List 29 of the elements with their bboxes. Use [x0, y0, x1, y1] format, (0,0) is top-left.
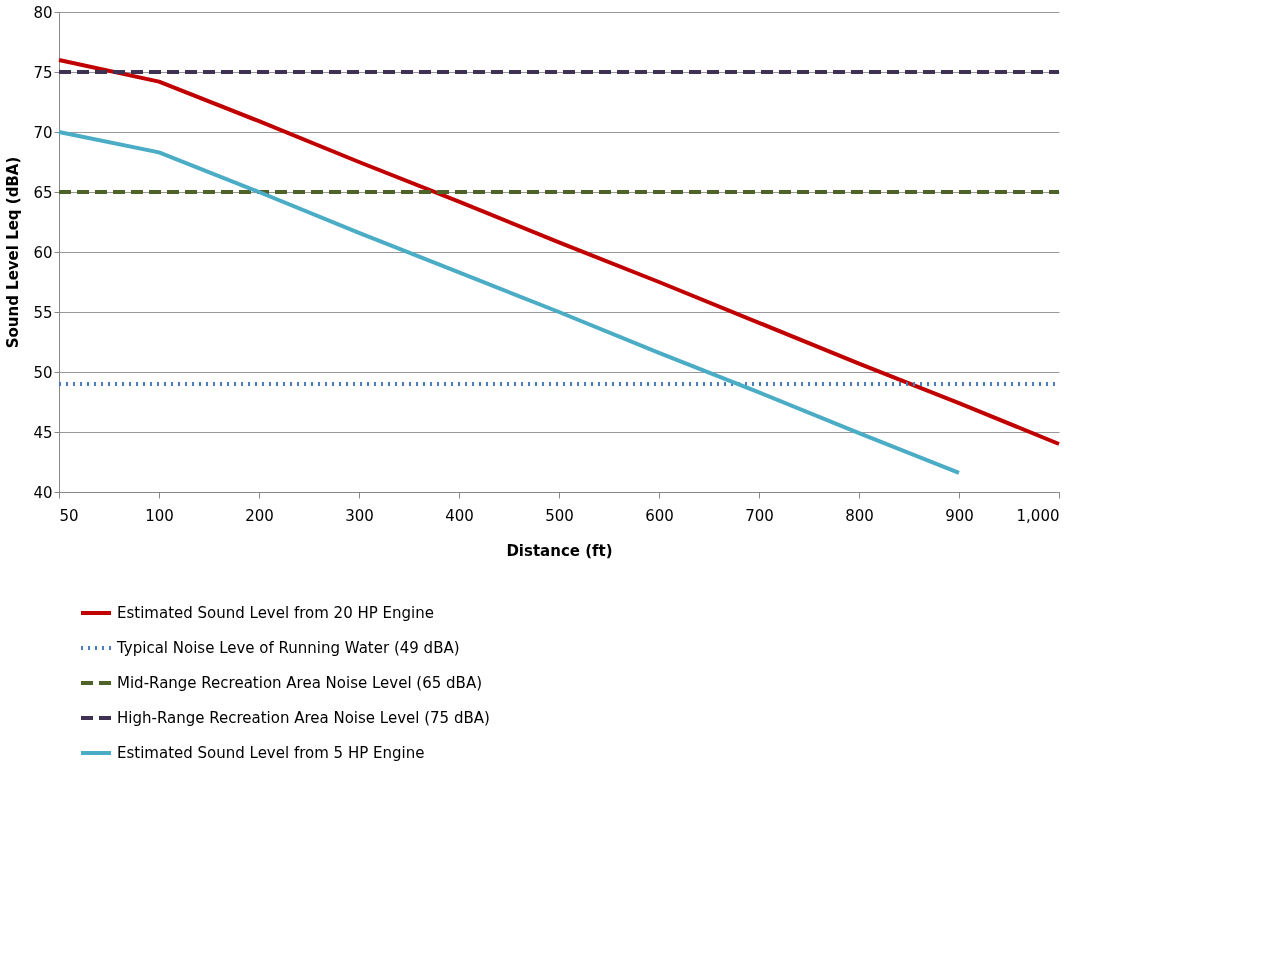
x-tick-label: 500 [545, 506, 574, 525]
legend-label: Estimated Sound Level from 5 HP Engine [117, 744, 425, 762]
legend-label: Typical Noise Leve of Running Water (49 dBA) [116, 639, 460, 657]
y-tick-label: 80 [33, 3, 53, 22]
x-axis-title: Distance (ft) [506, 541, 613, 560]
y-axis-title: Sound Level Leq (dBA) [4, 156, 23, 349]
legend-label: Mid-Range Recreation Area Noise Level (65 dBA) [117, 674, 482, 692]
x-tick-label: 700 [745, 506, 774, 525]
x-tick-label: 50 [59, 506, 79, 525]
y-tick-label: 40 [33, 483, 53, 502]
x-tick-label: 1,000 [1016, 506, 1060, 525]
y-tick-label: 55 [33, 303, 53, 322]
y-tick-label: 75 [33, 63, 53, 82]
y-tick-label: 70 [33, 123, 53, 142]
y-tick-label: 65 [33, 183, 53, 202]
legend-label: Estimated Sound Level from 20 HP Engine [117, 604, 434, 622]
x-tick-label: 100 [145, 506, 174, 525]
y-tick-label: 50 [33, 363, 53, 382]
x-tick-label: 800 [845, 506, 874, 525]
x-tick-label: 600 [645, 506, 674, 525]
y-tick-label: 45 [33, 423, 53, 442]
y-tick-label: 60 [33, 243, 53, 262]
x-tick-label: 300 [345, 506, 374, 525]
x-tick-label: 200 [245, 506, 274, 525]
x-tick-label: 400 [445, 506, 474, 525]
line-series [57, 58, 1061, 446]
line-series [57, 130, 961, 475]
legend-label: High-Range Recreation Area Noise Level (75 dBA) [117, 709, 490, 727]
x-tick-label: 900 [945, 506, 974, 525]
